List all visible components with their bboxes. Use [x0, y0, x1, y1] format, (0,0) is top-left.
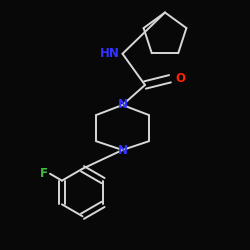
Text: F: F [40, 167, 48, 180]
Text: HN: HN [100, 47, 120, 60]
Text: N: N [118, 144, 128, 156]
Text: N: N [118, 98, 128, 112]
Text: O: O [175, 72, 185, 85]
